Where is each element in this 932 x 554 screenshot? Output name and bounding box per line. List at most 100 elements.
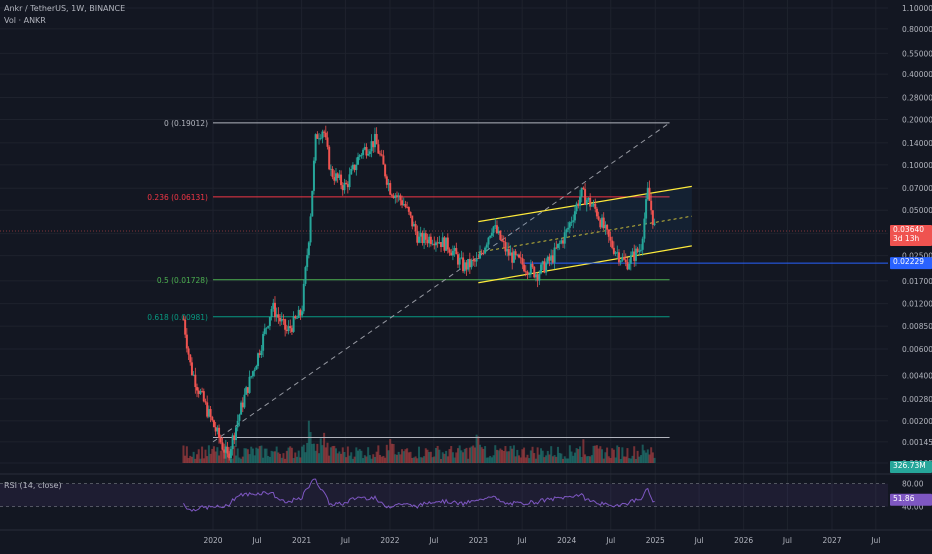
candle-body: [443, 237, 446, 251]
volume-bar: [251, 448, 254, 463]
volume-bar: [446, 456, 449, 463]
candle-body: [380, 154, 383, 156]
candle-body: [514, 251, 517, 256]
volume-bar: [517, 455, 520, 463]
candle-body: [350, 168, 353, 175]
volume-bar: [485, 457, 488, 463]
candle-body: [201, 391, 204, 392]
volume-bar: [568, 445, 571, 463]
volume-bar: [380, 456, 383, 463]
volume-bar: [196, 454, 199, 463]
volume-bar: [204, 449, 207, 463]
candle-body: [526, 271, 529, 275]
volume-bar: [241, 456, 244, 463]
volume-indicator-label[interactable]: Vol · ANKR: [4, 16, 46, 25]
volume-bar: [394, 454, 397, 463]
candle-body: [206, 402, 209, 417]
candle-body: [229, 449, 232, 459]
candle-body: [485, 244, 488, 248]
candle-body: [416, 231, 419, 243]
candle-body: [534, 274, 537, 278]
candle-body: [394, 195, 397, 199]
volume-bar: [419, 457, 422, 463]
volume-bar: [460, 450, 463, 463]
candle-body: [601, 217, 604, 228]
candle-body: [236, 420, 239, 428]
volume-bar: [384, 457, 387, 463]
rsi-line: [183, 478, 655, 512]
candle-body: [575, 203, 578, 212]
candle-body: [501, 239, 504, 241]
price-tick-label: 0.01200: [902, 300, 932, 309]
time-axis[interactable]: 2020 Jul 2021 Jul 2022 Jul 2023 Jul 2024 Jul 2025 J…: [203, 536, 880, 545]
price-tick-label: 0.07000: [902, 184, 932, 193]
volume-bar: [243, 448, 246, 463]
candle-body: [224, 446, 227, 453]
fib-level-label: 0.618 (0.00981): [147, 313, 208, 322]
volume-bar: [487, 457, 490, 463]
volume-bar: [367, 447, 370, 463]
volume-bar: [595, 445, 598, 463]
candle-body: [292, 316, 295, 332]
candle-body: [504, 242, 507, 252]
drawings[interactable]: 0 (0.19012) 0.236 (0.06131) 0.5 (0.01728) 0…: [0, 119, 888, 443]
volume-bar: [462, 452, 465, 463]
candle-body: [475, 258, 478, 262]
candle-body: [257, 353, 260, 367]
candle-body: [358, 155, 361, 157]
volume-bar: [502, 450, 505, 463]
candle-body: [477, 258, 480, 260]
rsi-indicator-label[interactable]: RSI (14, close): [4, 481, 62, 490]
volume-bar: [353, 456, 356, 463]
time-tick-label: Jul: [694, 536, 704, 545]
volume-bar: [387, 450, 390, 463]
volume-bar: [436, 445, 439, 463]
candle-body: [626, 262, 629, 270]
volume-bar: [197, 449, 200, 463]
volume-bar: [358, 449, 361, 463]
volume-bar: [504, 446, 507, 463]
volume-bar: [611, 448, 614, 463]
volume-bar: [448, 449, 451, 463]
volume-bar: [202, 458, 205, 463]
rsi-pane[interactable]: 80.00 40.00: [0, 478, 924, 512]
volume-bar: [512, 445, 515, 463]
fib-level-label: 0.5 (0.01728): [157, 276, 208, 285]
volume-bar: [416, 458, 419, 463]
candle-body: [604, 224, 607, 229]
candle-body: [207, 409, 210, 417]
volume-bar: [207, 445, 210, 463]
time-tick-label: Jul: [252, 536, 262, 545]
volume-bar: [572, 455, 575, 463]
candle-body: [429, 236, 432, 244]
volume-bar: [216, 447, 219, 463]
volume-bar: [456, 448, 459, 463]
candle-body: [301, 311, 304, 316]
candle-body: [440, 242, 443, 248]
candle-body: [223, 449, 226, 453]
candle-body: [194, 374, 197, 388]
price-tick-label: 0.00280: [902, 395, 932, 404]
volume-bar: [497, 450, 500, 463]
candle-body: [273, 302, 276, 318]
volume-bar: [375, 451, 378, 463]
volume-bar: [221, 445, 224, 463]
candle-body: [465, 262, 468, 270]
candle-body: [370, 141, 373, 152]
volume-bar: [597, 448, 600, 463]
candle-body: [434, 242, 437, 246]
volume-bar: [501, 449, 504, 463]
volume-bar: [363, 455, 366, 463]
volume-bar: [189, 455, 192, 463]
price-axis[interactable]: 1.10000 0.80000 0.55000 0.40000 0.28000 0.200…: [902, 4, 932, 468]
volume-bar: [555, 456, 558, 463]
time-tick-label: Jul: [340, 536, 350, 545]
candle-body: [275, 314, 278, 318]
volume-bar: [341, 447, 344, 463]
time-tick-label: 2024: [557, 536, 576, 545]
symbol-title[interactable]: Ankr / TetherUS, 1W, BINANCE: [4, 4, 126, 13]
candle-body: [548, 256, 551, 261]
volume-bar: [306, 442, 309, 463]
